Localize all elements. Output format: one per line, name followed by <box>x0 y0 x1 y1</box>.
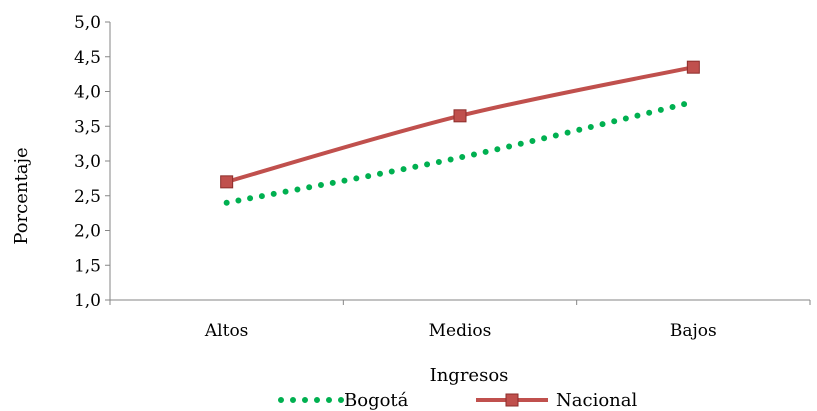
y-axis: 1,0 1,5 2,0 2,5 3,0 3,5 4,0 4,5 5,0 <box>74 13 111 311</box>
x-tick-label: Medios <box>429 321 492 341</box>
y-axis-ticks: 1,0 1,5 2,0 2,5 3,0 3,5 4,0 4,5 5,0 <box>74 13 110 311</box>
y-tick-label: 3,5 <box>74 117 101 137</box>
x-tick-label: Bajos <box>670 321 717 341</box>
data-point-nacional <box>453 109 467 123</box>
y-tick-label: 4,0 <box>74 83 101 103</box>
y-tick-label: 1,5 <box>74 256 101 276</box>
legend-item-bogota: Bogotá <box>278 390 409 411</box>
y-tick-label: 4,5 <box>74 48 101 68</box>
x-axis-title: Ingresos <box>430 365 509 386</box>
legend-label-bogota: Bogotá <box>344 390 409 411</box>
legend-item-nacional: Nacional <box>476 390 637 411</box>
x-axis: Altos Medios Bajos <box>109 299 811 341</box>
series-layer <box>220 60 700 206</box>
series-line-nacional <box>226 65 694 184</box>
series-line-bogota <box>223 98 697 206</box>
data-point-nacional <box>220 175 234 189</box>
x-axis-ticks: Altos Medios Bajos <box>109 300 811 341</box>
y-tick-label: 5,0 <box>74 13 101 33</box>
y-tick-label: 1,0 <box>74 291 101 311</box>
y-axis-title: Porcentaje <box>11 147 32 244</box>
legend: Bogotá Nacional <box>278 390 637 411</box>
y-tick-label: 2,5 <box>74 187 101 207</box>
data-point-nacional <box>686 60 700 74</box>
x-tick-label: Altos <box>204 321 249 341</box>
y-tick-label: 3,0 <box>74 152 101 172</box>
legend-marker-nacional <box>505 393 519 407</box>
y-tick-label: 2,0 <box>74 222 101 242</box>
legend-label-nacional: Nacional <box>556 390 637 411</box>
